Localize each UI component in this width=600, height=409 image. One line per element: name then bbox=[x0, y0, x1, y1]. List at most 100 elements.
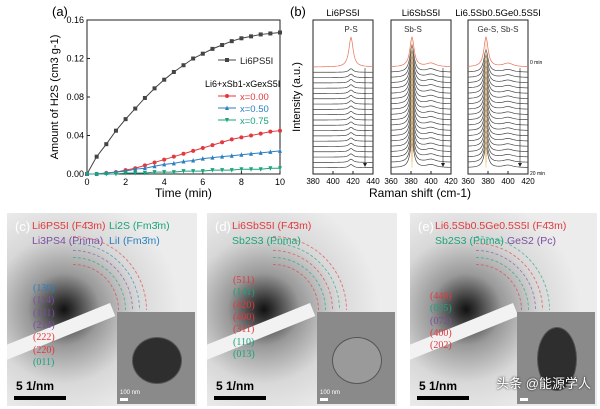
raman-spectrum bbox=[390, 109, 452, 136]
data-point bbox=[258, 167, 263, 172]
x-axis-label-b: Raman shift (cm-1) bbox=[369, 186, 471, 200]
x-tick-label: 400 bbox=[424, 177, 438, 186]
y-tick-label: 0.08 bbox=[66, 92, 84, 102]
raman-spectrum bbox=[467, 146, 529, 168]
panel-label: (c) bbox=[15, 219, 31, 234]
raman-spectrum bbox=[312, 116, 374, 121]
raman-spectrum bbox=[390, 43, 452, 73]
subplot-title: Li6PS5I bbox=[326, 8, 359, 19]
x-tick-label: 400 bbox=[501, 177, 515, 186]
series-x=0.50 bbox=[85, 148, 282, 176]
scale-bar-label: 5 1/nm bbox=[216, 379, 255, 393]
data-point bbox=[191, 56, 196, 61]
phase-label: Li2S (Fm3̄m) bbox=[109, 220, 170, 232]
raman-spectrum bbox=[312, 132, 374, 137]
raman-spectrum bbox=[390, 125, 452, 152]
data-point bbox=[268, 31, 273, 36]
peak-label: P-S bbox=[344, 25, 357, 34]
data-point bbox=[152, 160, 157, 165]
beam-stop bbox=[207, 303, 316, 361]
data-point bbox=[268, 149, 273, 154]
panel-label: (e) bbox=[418, 219, 434, 234]
data-point bbox=[225, 94, 229, 98]
data-point bbox=[152, 86, 157, 91]
data-point bbox=[268, 166, 273, 171]
data-point bbox=[225, 58, 229, 62]
phase-label: Li6SbS5I (F4̄3m) bbox=[232, 220, 312, 232]
raman-spectrum bbox=[312, 78, 374, 84]
data-point bbox=[249, 167, 254, 172]
raman-spectrum bbox=[467, 113, 529, 136]
raman-spectrum bbox=[467, 91, 529, 115]
raman-spectrum bbox=[467, 54, 529, 78]
y-tick-label: 0.04 bbox=[66, 131, 84, 141]
legend-entry: x=0.50 bbox=[218, 104, 269, 115]
time-arrow-head bbox=[518, 163, 522, 167]
inset-scale-label: 100 nm bbox=[320, 390, 341, 396]
data-point bbox=[278, 166, 282, 171]
miller-index-label: (141) bbox=[233, 287, 255, 299]
raman-spectrum bbox=[312, 164, 374, 169]
data-point bbox=[191, 148, 196, 153]
phase-label: Li3PS4 (Pnma) bbox=[32, 235, 104, 247]
raman-spectrum bbox=[312, 142, 374, 147]
scale-bar bbox=[417, 396, 469, 400]
data-point bbox=[249, 151, 254, 156]
figure-plots: (a) 0 2 4 6 8 10 0.00 0.04 0.08 0.12 0.16 Time (min)… bbox=[49, 4, 545, 200]
raman-subplot-0: Li6PS5I P-S 380 400 420 440 bbox=[306, 8, 380, 186]
data-point bbox=[210, 155, 215, 160]
phase-label: LiI (Fm3̄m) bbox=[109, 235, 160, 247]
raman-spectrum bbox=[467, 70, 529, 94]
particle bbox=[537, 327, 577, 391]
raman-spectrum bbox=[467, 102, 529, 126]
data-point bbox=[171, 160, 176, 166]
panel-label: (d) bbox=[215, 219, 231, 234]
data-point bbox=[133, 166, 138, 172]
data-point bbox=[191, 169, 196, 174]
x-tick-label: 380 bbox=[306, 177, 320, 186]
data-point bbox=[278, 128, 282, 133]
phase-label: Li6PS5I (F4̄3m) bbox=[32, 220, 106, 232]
raman-spectrum bbox=[312, 94, 374, 100]
raman-spectrum bbox=[312, 137, 374, 142]
raman-spectrum bbox=[390, 65, 452, 94]
plot-frame bbox=[467, 19, 529, 175]
raman-spectrum bbox=[467, 108, 529, 131]
data-point bbox=[239, 152, 244, 157]
raman-spectrum bbox=[467, 48, 529, 73]
plot-frame bbox=[312, 19, 374, 175]
data-point bbox=[123, 117, 128, 122]
data-point bbox=[181, 151, 186, 156]
data-point bbox=[239, 36, 244, 41]
particle bbox=[132, 337, 182, 384]
miller-index-label: (214) bbox=[33, 319, 55, 331]
time-start-label: 0 min bbox=[530, 60, 542, 66]
raman-spectrum bbox=[467, 75, 529, 99]
raman-subplot-1: Li6SbS5I Sb-S 360 380 400 420 bbox=[384, 8, 458, 186]
scale-bar bbox=[14, 396, 66, 400]
data-point bbox=[142, 165, 147, 171]
raman-spectrum bbox=[390, 76, 452, 105]
data-point bbox=[220, 140, 225, 145]
data-point bbox=[210, 46, 215, 51]
miller-index-label: (311) bbox=[233, 324, 255, 336]
x-tick-label: 400 bbox=[326, 177, 340, 186]
legend-entry: Li6PS5I bbox=[218, 56, 273, 67]
legend-entry: x=0.75 bbox=[218, 116, 269, 127]
beam-stop bbox=[7, 303, 116, 361]
raman-spectrum bbox=[312, 148, 374, 153]
data-point bbox=[162, 77, 167, 82]
data-point bbox=[200, 51, 205, 56]
data-point bbox=[142, 163, 147, 168]
raman-spectrum bbox=[467, 81, 529, 105]
miller-index-label: (013) bbox=[233, 348, 255, 360]
data-point bbox=[278, 30, 282, 35]
raman-spectrum bbox=[312, 73, 374, 78]
data-point bbox=[239, 135, 244, 140]
legend-group-title: Li6+xSb1-xGexS5I bbox=[205, 79, 280, 89]
data-point bbox=[268, 129, 273, 134]
data-point bbox=[123, 171, 128, 176]
data-point bbox=[239, 167, 244, 172]
tem-image-inset: 100 nm bbox=[117, 312, 195, 404]
data-point bbox=[181, 158, 186, 164]
